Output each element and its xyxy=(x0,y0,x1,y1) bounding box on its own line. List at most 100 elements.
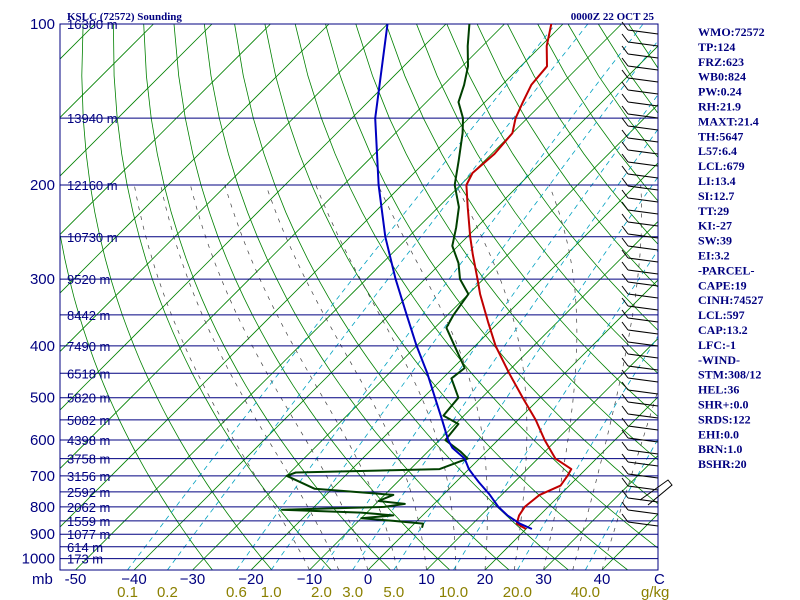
mixing-ratio-line xyxy=(321,94,658,570)
index-value: EHI:0.0 xyxy=(698,427,739,441)
wind-barb xyxy=(621,201,629,211)
temp-tick-label: 20 xyxy=(477,571,494,588)
wind-barb xyxy=(621,45,629,55)
wind-barb xyxy=(621,309,629,319)
wind-barb xyxy=(627,305,659,311)
mixing-ratio-label: 5.0 xyxy=(383,584,404,600)
wind-barb xyxy=(621,429,629,439)
wind-barb xyxy=(627,281,659,287)
moist-adiabat-line xyxy=(315,184,457,570)
moist-adiabat-line xyxy=(133,184,310,570)
wind-barb xyxy=(627,257,659,263)
isotherm-line xyxy=(75,24,622,570)
mixing-ratio-label: 10.0 xyxy=(439,584,468,600)
dry-adiabat-line xyxy=(476,24,658,288)
index-value: TP:124 xyxy=(698,40,735,54)
dry-adiabat-line xyxy=(81,24,273,570)
height-label: 1559 m xyxy=(67,514,110,529)
mixing-ratio-line xyxy=(167,24,589,570)
wind-barb xyxy=(621,489,629,499)
height-label: 173 m xyxy=(67,552,103,567)
dry-adiabat-line xyxy=(325,24,658,505)
pressure-tick-label: 100 xyxy=(30,16,55,33)
wind-barb xyxy=(627,149,659,155)
wind-barb xyxy=(627,269,659,275)
dry-adiabat-line xyxy=(294,24,658,549)
chart-time: 0000Z 22 OCT 25 xyxy=(571,11,655,23)
isotherm-line xyxy=(367,279,658,570)
isotherm-line xyxy=(60,24,271,236)
index-value: CINH:74527 xyxy=(698,293,763,307)
pressure-tick-label: 300 xyxy=(30,271,55,288)
mixing-ratio-line xyxy=(270,40,658,570)
wind-barb xyxy=(627,113,659,119)
wind-barb xyxy=(621,369,629,379)
wind-barb xyxy=(627,53,659,59)
indices-list: WMO:72572TP:124FRZ:623WB0:824PW:0.24RH:2… xyxy=(698,25,765,471)
pressure-tick-label: 200 xyxy=(30,177,55,194)
height-label: 3156 m xyxy=(67,469,110,484)
temp-axis-unit: C xyxy=(654,571,665,588)
dry-adiabat-line xyxy=(234,24,569,570)
wind-barb xyxy=(627,365,659,371)
wind-barb xyxy=(621,117,629,127)
wind-barb xyxy=(621,393,629,403)
wind-barb xyxy=(627,161,659,167)
index-value: MAXT:21.4 xyxy=(698,114,759,128)
isotherm-line xyxy=(60,24,388,353)
wind-barb xyxy=(621,273,629,283)
mixing-ratio-line xyxy=(393,176,658,570)
moist-adiabat-line xyxy=(265,184,427,570)
dry-adiabat-line xyxy=(385,24,658,418)
wind-barb xyxy=(627,29,659,35)
temp-tick-label: −20 xyxy=(238,571,263,588)
wind-barb xyxy=(627,221,659,227)
mixing-ratio-line xyxy=(517,335,658,570)
wind-barb xyxy=(621,189,629,199)
index-value: KI:-27 xyxy=(698,219,732,233)
wind-barb xyxy=(627,89,659,95)
height-label: 9520 m xyxy=(67,272,110,287)
isotherm-line xyxy=(133,45,658,570)
height-label: 7490 m xyxy=(67,339,110,354)
wind-barb xyxy=(621,321,629,331)
moist-adiabat-line xyxy=(543,184,578,570)
wind-barb xyxy=(627,329,659,335)
index-value: HEL:36 xyxy=(698,383,739,397)
wind-barb xyxy=(627,77,659,83)
mixing-ratio-label: 20.0 xyxy=(503,584,532,600)
height-label: 8442 m xyxy=(67,308,110,323)
wind-barb xyxy=(621,357,629,367)
wind-barb xyxy=(627,425,659,431)
index-value: FRZ:623 xyxy=(698,55,744,69)
mixing-ratio-label: 0.6 xyxy=(226,584,247,600)
plot-frame xyxy=(59,23,659,571)
wind-barb xyxy=(627,65,659,71)
wind-barb xyxy=(627,209,659,215)
height-label: 3758 m xyxy=(67,452,110,467)
dry-adiabat-line xyxy=(60,231,213,570)
dry-adiabat-line xyxy=(203,24,510,570)
wind-barb xyxy=(621,237,629,247)
series-temperature-line xyxy=(465,24,573,530)
wind-barb xyxy=(621,129,629,139)
wind-barb xyxy=(627,341,659,347)
wind-barb xyxy=(627,185,659,191)
mixing-ratio-line xyxy=(352,128,658,570)
dry-adiabat-line xyxy=(446,24,658,331)
pressure-tick-label: 800 xyxy=(30,499,55,516)
wind-barb xyxy=(621,249,629,259)
moist-adiabat-line xyxy=(572,184,642,570)
height-label: 10730 m xyxy=(67,230,118,245)
temp-tick-label: 30 xyxy=(535,571,552,588)
wind-barb xyxy=(621,405,629,415)
wind-barb xyxy=(627,437,659,443)
wind-barb xyxy=(627,401,659,407)
wind-barb xyxy=(621,417,629,427)
temp-tick-label: 0 xyxy=(364,571,372,588)
dry-adiabat-line xyxy=(143,24,391,570)
wind-barb xyxy=(621,69,629,79)
isotherm-line xyxy=(0,24,37,570)
